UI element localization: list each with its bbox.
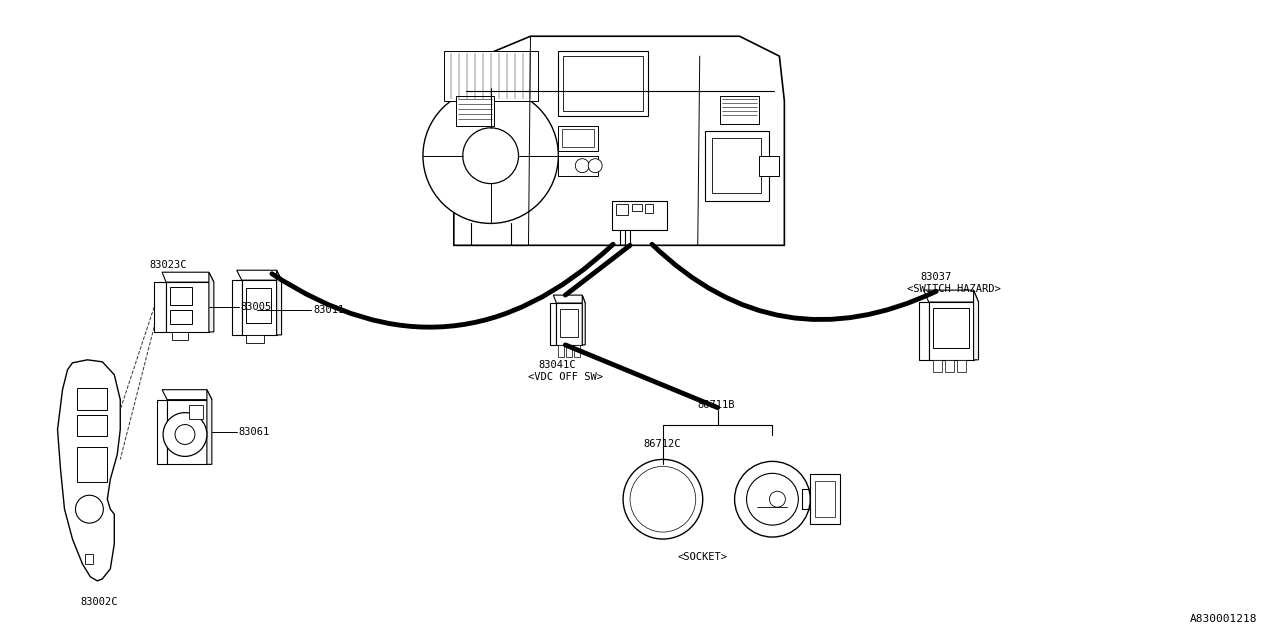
Bar <box>563 56 643 111</box>
Bar <box>562 129 594 147</box>
Text: 83041C: 83041C <box>539 360 576 370</box>
Bar <box>561 309 579 337</box>
Polygon shape <box>232 280 242 335</box>
Bar <box>956 360 965 372</box>
Polygon shape <box>168 399 207 465</box>
Bar <box>444 51 539 101</box>
Circle shape <box>769 492 786 507</box>
Text: <SOCKET>: <SOCKET> <box>678 552 728 562</box>
Bar <box>558 156 598 175</box>
Text: 83011: 83011 <box>314 305 344 315</box>
Bar <box>170 310 192 324</box>
Bar <box>189 404 204 419</box>
Circle shape <box>630 467 696 532</box>
Text: 86711B: 86711B <box>698 399 735 410</box>
Polygon shape <box>207 390 212 465</box>
Bar <box>719 96 759 124</box>
Polygon shape <box>919 302 929 360</box>
Circle shape <box>575 159 589 173</box>
Bar <box>170 287 192 305</box>
Polygon shape <box>553 295 585 303</box>
Polygon shape <box>237 270 282 280</box>
Bar <box>78 388 108 410</box>
Circle shape <box>76 495 104 523</box>
Text: 83002C: 83002C <box>81 596 118 607</box>
Polygon shape <box>924 290 978 302</box>
FancyArrowPatch shape <box>271 244 613 327</box>
Text: 83037: 83037 <box>920 272 952 282</box>
Polygon shape <box>929 302 974 360</box>
Polygon shape <box>582 295 585 345</box>
Text: A830001218: A830001218 <box>1190 614 1257 623</box>
Bar <box>558 126 598 151</box>
Bar <box>815 481 835 517</box>
Bar <box>945 360 954 372</box>
Bar <box>645 204 653 214</box>
Text: 83005: 83005 <box>241 302 271 312</box>
Bar <box>566 345 572 357</box>
Polygon shape <box>58 360 120 581</box>
Polygon shape <box>974 290 978 360</box>
Bar <box>616 204 628 216</box>
Circle shape <box>623 460 703 539</box>
Text: 83061: 83061 <box>239 426 270 436</box>
Polygon shape <box>454 36 785 245</box>
Text: <VDC OFF SW>: <VDC OFF SW> <box>529 372 603 382</box>
Bar <box>456 96 494 126</box>
Circle shape <box>746 474 799 525</box>
Polygon shape <box>154 282 166 332</box>
Polygon shape <box>166 282 209 332</box>
Text: 83023C: 83023C <box>150 260 187 270</box>
Polygon shape <box>242 280 276 335</box>
Circle shape <box>735 461 810 537</box>
Polygon shape <box>157 399 168 465</box>
Circle shape <box>648 484 678 514</box>
Polygon shape <box>550 303 557 345</box>
Polygon shape <box>163 390 212 399</box>
Bar <box>558 345 564 357</box>
Bar <box>558 51 648 116</box>
Polygon shape <box>557 303 582 345</box>
Bar <box>933 308 969 348</box>
Bar <box>759 156 780 175</box>
Bar <box>712 138 762 193</box>
Bar <box>612 200 667 230</box>
FancyArrowPatch shape <box>652 244 936 319</box>
Bar <box>246 335 264 343</box>
Circle shape <box>635 471 691 527</box>
Bar <box>933 360 942 372</box>
Circle shape <box>422 88 558 223</box>
Bar <box>632 204 643 211</box>
Circle shape <box>175 424 195 444</box>
Bar <box>705 131 769 200</box>
Bar <box>78 415 108 436</box>
Bar <box>78 447 108 483</box>
Bar <box>246 288 270 323</box>
Bar <box>575 345 580 357</box>
Circle shape <box>463 128 518 184</box>
Polygon shape <box>276 270 282 335</box>
Bar <box>810 474 840 524</box>
Text: 86712C: 86712C <box>643 440 681 449</box>
Bar <box>86 554 93 564</box>
Circle shape <box>589 159 602 173</box>
Bar <box>172 332 188 340</box>
Polygon shape <box>163 272 214 282</box>
Circle shape <box>163 413 207 456</box>
Polygon shape <box>209 272 214 332</box>
Text: <SWITCH HAZARD>: <SWITCH HAZARD> <box>906 284 1001 294</box>
